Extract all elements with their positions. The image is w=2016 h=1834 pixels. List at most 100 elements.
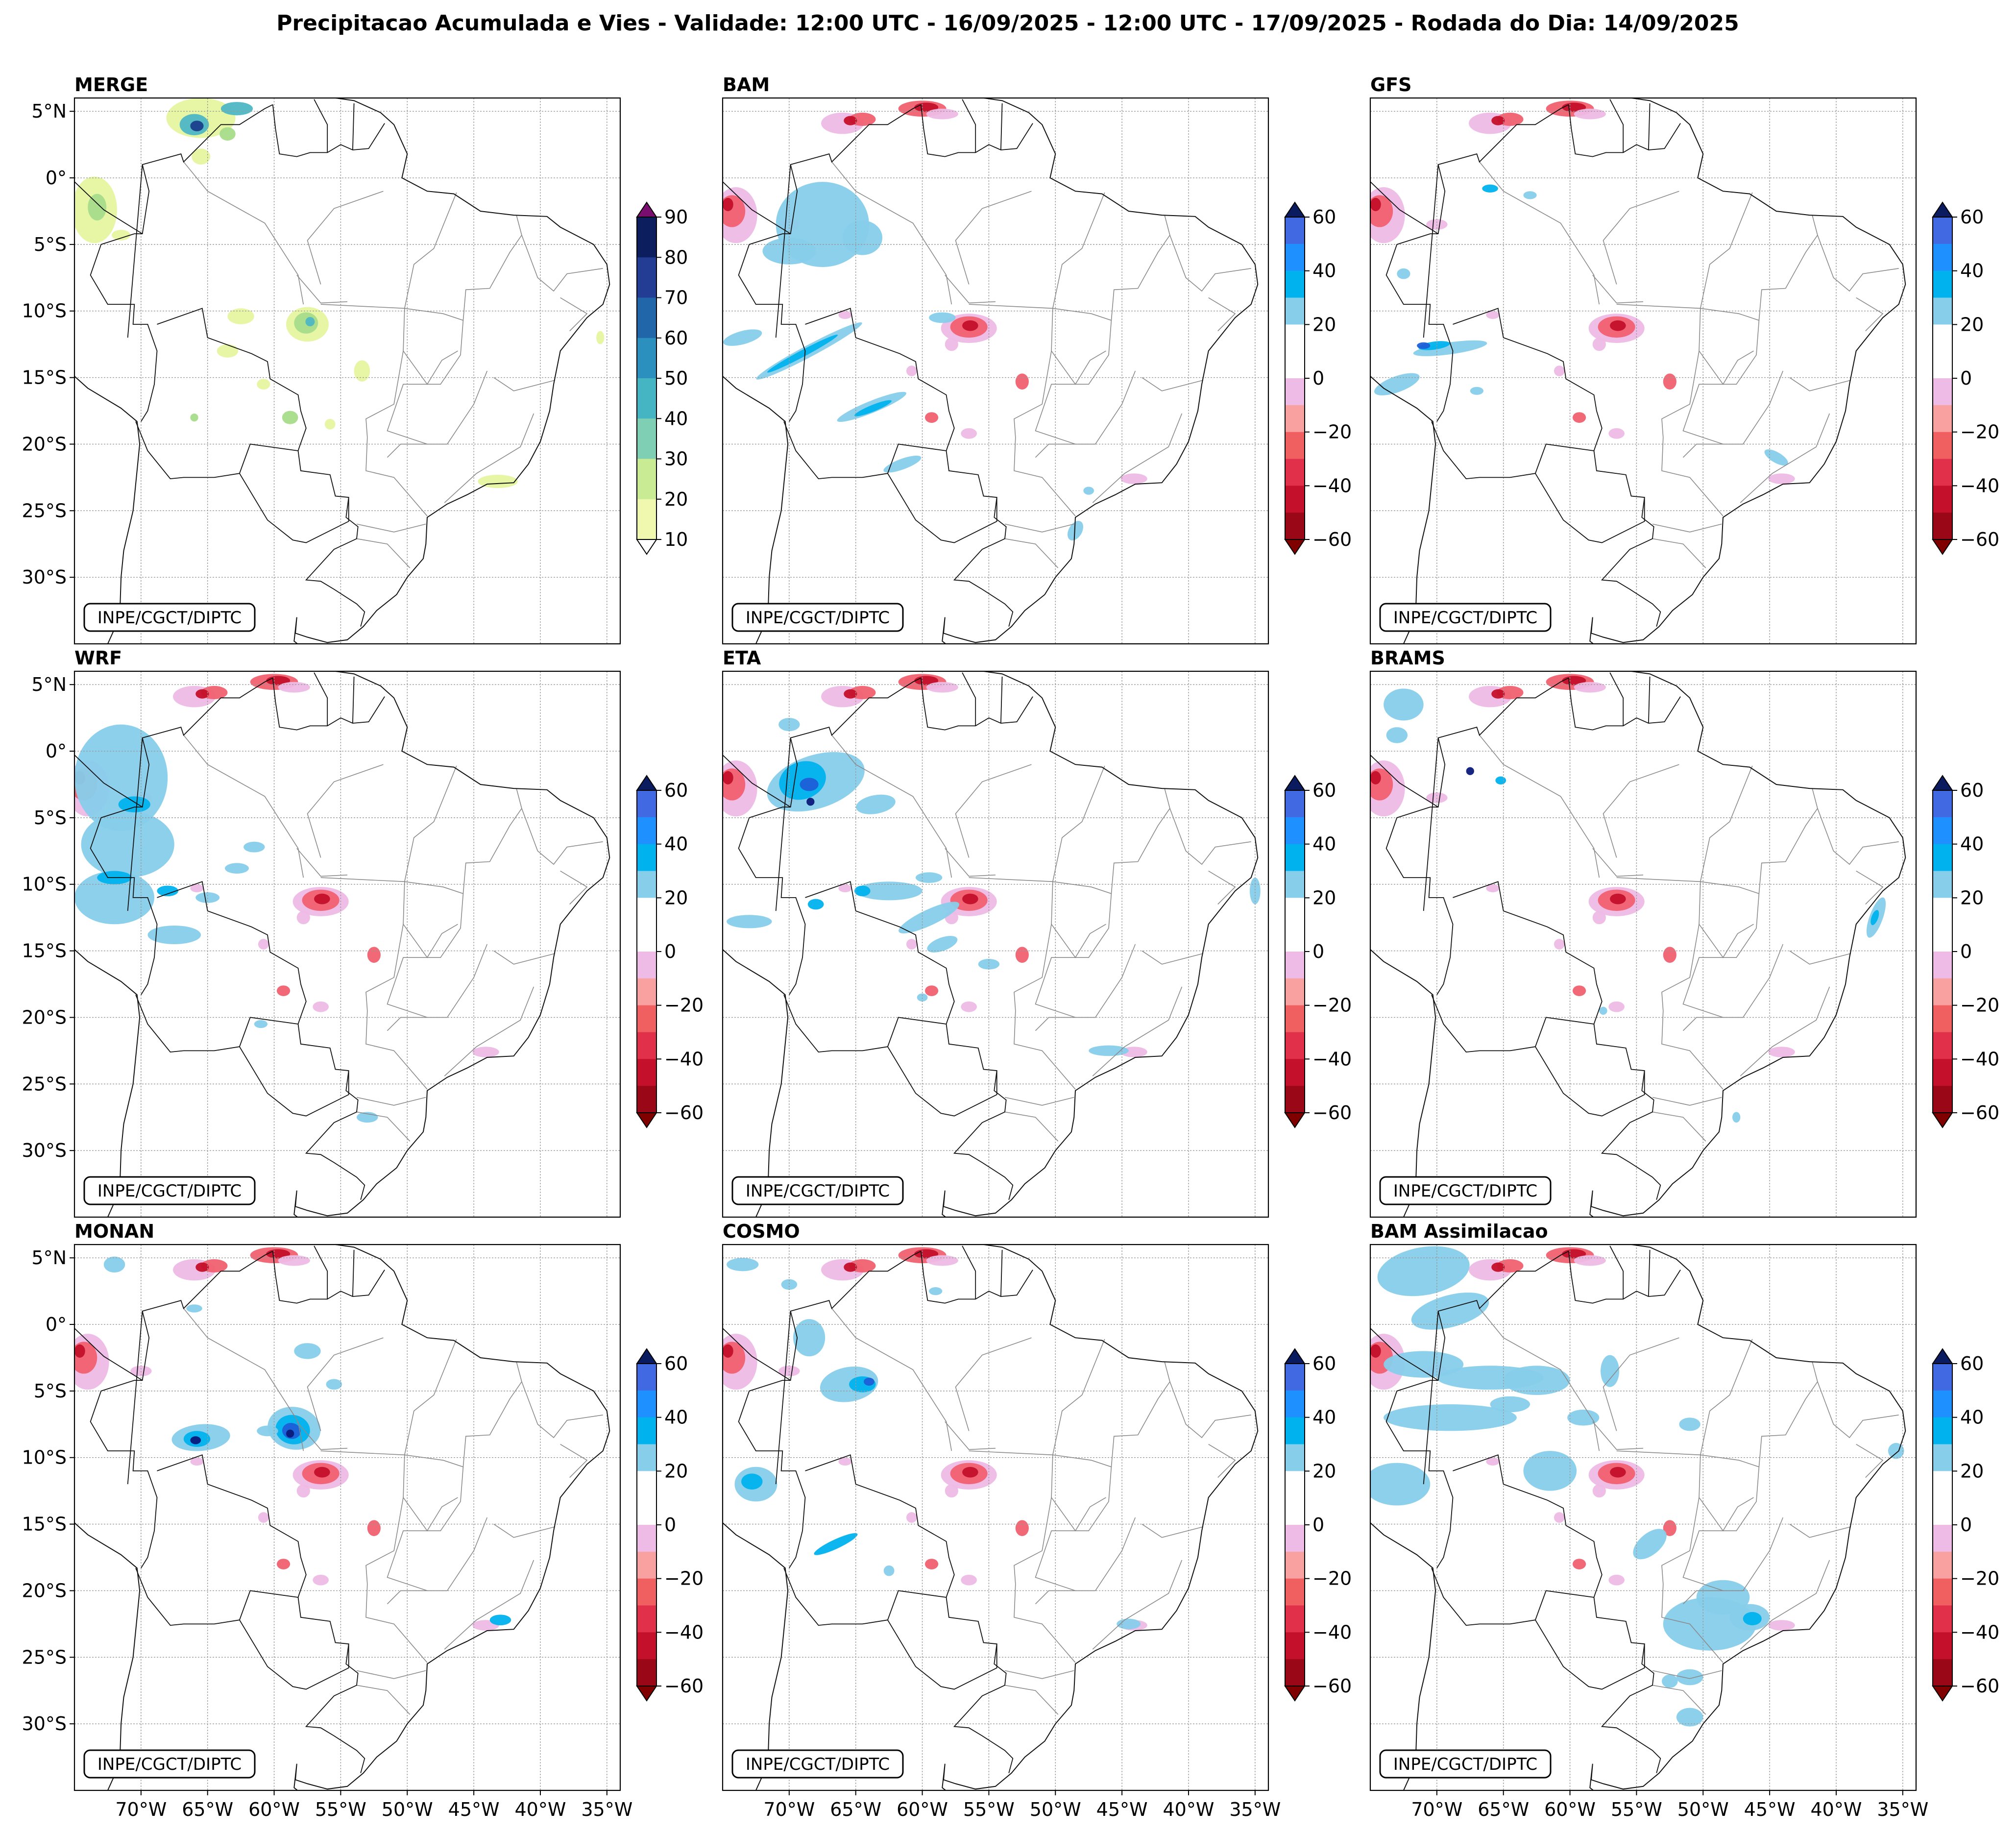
colorbar-segment — [1933, 459, 1952, 486]
state-boundary — [444, 413, 534, 503]
map-background — [74, 1245, 620, 1790]
colorbar-segment — [1285, 1032, 1305, 1059]
field-contour — [1608, 428, 1625, 439]
state-boundary — [404, 1361, 522, 1467]
colorbar-segment — [1933, 978, 1952, 1006]
state-boundary — [356, 1111, 411, 1142]
country-border — [314, 1246, 328, 1299]
country-border — [127, 1311, 143, 1485]
colorbar-segment — [1933, 270, 1952, 298]
field-contour — [1068, 521, 1084, 541]
colorbar-segment — [1285, 351, 1305, 379]
lon-label: 70°W — [1411, 1799, 1462, 1820]
state-boundary — [831, 161, 952, 305]
state-boundary — [1603, 764, 1679, 858]
field-contour — [103, 1256, 125, 1273]
field-contour — [1120, 473, 1147, 484]
colorbar-segment — [637, 297, 656, 339]
country-border — [1535, 1046, 1645, 1117]
state-boundary — [1051, 350, 1106, 385]
colorbar-extend-low — [1932, 539, 1953, 555]
colorbar-segment — [1285, 952, 1305, 979]
state-boundary — [1169, 808, 1251, 865]
country-border — [1370, 181, 1439, 234]
colorbar-segment — [1285, 1059, 1305, 1086]
field-contour — [1015, 373, 1029, 390]
colorbar-tick-label: 0 — [1312, 941, 1324, 962]
lat-label: 15°S — [22, 1514, 67, 1535]
colorbar-segment — [1933, 898, 1952, 925]
country-border — [239, 1619, 349, 1690]
lat-label: 30°S — [22, 1713, 67, 1735]
colorbar-tick-label: 50 — [664, 367, 688, 389]
coastline — [74, 98, 610, 644]
country-border — [1609, 99, 1624, 153]
colorbar-segment — [1933, 1471, 1952, 1498]
country-border — [74, 754, 143, 807]
colorbar-segment — [1285, 925, 1305, 952]
state-boundary — [1092, 1560, 1183, 1650]
field-contour — [793, 1319, 826, 1357]
state-boundary — [521, 808, 603, 865]
colorbar-segment — [637, 925, 656, 952]
field-contour — [1574, 1255, 1606, 1266]
state-boundary — [1652, 1097, 1722, 1106]
lon-label: 65°W — [830, 1799, 881, 1820]
field-contour — [276, 1559, 291, 1569]
colorbar-segment — [1285, 1417, 1305, 1445]
state-boundary — [945, 1421, 996, 1450]
state-boundary — [1652, 1111, 1706, 1142]
field-contour — [844, 689, 857, 699]
colorbar-tick-label: 20 — [1312, 1460, 1336, 1482]
bias-colorbar: 60 40 20 0 −20 −40 −60 — [1932, 1348, 1999, 1702]
credit-frame — [1379, 1176, 1552, 1205]
credit-frame — [1379, 1749, 1552, 1779]
field-contour — [1417, 342, 1431, 349]
field-contour — [1696, 1580, 1750, 1615]
map-area — [74, 98, 620, 644]
state-boundary — [404, 215, 522, 321]
colorbar-segment — [1285, 244, 1305, 271]
state-boundary — [1051, 1497, 1106, 1532]
lon-label: 60°W — [897, 1799, 948, 1820]
colorbar-segment — [637, 1551, 656, 1579]
state-boundary — [1652, 1670, 1722, 1679]
lat-label: 10°S — [22, 300, 67, 322]
bias-colorbar: 60 40 20 0 −20 −40 −60 — [636, 1348, 704, 1702]
colorbar-tick-label: 0 — [1960, 941, 1972, 962]
field-contour — [217, 344, 239, 358]
colorbar-tick-label: 40 — [1960, 1407, 1984, 1428]
colorbar-segment — [1285, 978, 1305, 1006]
lon-label: 40°W — [1163, 1799, 1214, 1820]
country-border — [1593, 1597, 1661, 1773]
colorbar-tick-label: 0 — [664, 1514, 676, 1536]
colorbar-segment — [1933, 1417, 1952, 1445]
colorbar-tick-label: 60 — [1312, 206, 1336, 228]
lat-label: 25°S — [22, 500, 67, 521]
state-boundary — [356, 1670, 426, 1679]
coastline — [723, 1245, 1259, 1790]
map-frame — [722, 97, 1269, 645]
credit-box: INPE/CGCT/DIPTC — [731, 1176, 904, 1205]
coastline — [74, 671, 610, 1217]
field-contour — [186, 1304, 202, 1313]
field-contour — [472, 1047, 499, 1057]
coastline — [1370, 1245, 1906, 1790]
state-boundary — [1004, 538, 1059, 568]
country-border — [1648, 1249, 1651, 1297]
country-border — [1568, 1251, 1681, 1304]
colorbar-segment — [1285, 324, 1305, 352]
field-contour — [1676, 1669, 1703, 1686]
field-contour — [1491, 689, 1505, 699]
state-boundary — [1817, 235, 1899, 292]
credit-frame — [83, 1749, 256, 1779]
colorbar-extend-high — [1932, 775, 1953, 791]
state-boundary — [1092, 413, 1183, 503]
colorbar-tick-label: −20 — [1312, 1568, 1352, 1589]
colorbar-segment — [637, 338, 656, 379]
country-border — [1370, 1327, 1439, 1381]
field-contour — [1523, 1451, 1577, 1491]
colorbar-extend-high — [1284, 201, 1306, 218]
field-contour — [924, 1559, 939, 1569]
